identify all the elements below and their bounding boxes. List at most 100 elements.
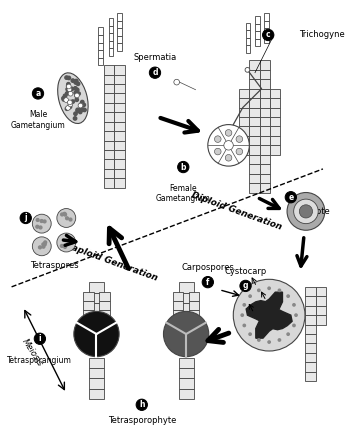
Circle shape <box>80 108 83 112</box>
Bar <box>109 41 113 48</box>
Circle shape <box>32 88 44 99</box>
Circle shape <box>36 225 39 228</box>
Circle shape <box>225 130 232 136</box>
Circle shape <box>63 244 65 247</box>
Circle shape <box>257 289 261 292</box>
Circle shape <box>81 100 84 104</box>
Circle shape <box>57 233 76 252</box>
Circle shape <box>82 103 86 107</box>
Bar <box>249 155 260 164</box>
Circle shape <box>292 324 296 327</box>
Bar <box>83 292 94 301</box>
Bar <box>117 21 122 28</box>
Circle shape <box>39 226 42 229</box>
Bar <box>239 136 249 145</box>
Circle shape <box>248 294 252 298</box>
Bar <box>260 145 270 155</box>
Bar <box>114 75 125 84</box>
Bar <box>246 23 250 30</box>
Bar <box>249 126 260 136</box>
Bar <box>249 60 260 70</box>
Circle shape <box>62 98 65 101</box>
Bar <box>104 84 114 93</box>
Bar <box>305 362 316 372</box>
Circle shape <box>240 280 251 292</box>
Circle shape <box>71 100 75 103</box>
Circle shape <box>202 276 213 288</box>
Ellipse shape <box>58 73 88 124</box>
Bar <box>114 84 125 93</box>
Text: j: j <box>24 214 27 223</box>
Circle shape <box>76 82 80 85</box>
Bar <box>189 292 199 301</box>
Bar <box>178 293 194 303</box>
Bar <box>178 303 194 313</box>
Bar <box>114 169 125 178</box>
Circle shape <box>136 399 147 411</box>
Bar <box>178 282 194 293</box>
Bar <box>99 292 110 301</box>
Circle shape <box>78 103 83 108</box>
Circle shape <box>263 30 274 41</box>
Bar <box>117 43 122 51</box>
Bar <box>249 136 260 145</box>
Bar <box>89 282 104 293</box>
Bar <box>260 155 270 164</box>
Text: f: f <box>206 278 209 286</box>
Bar <box>89 368 104 378</box>
Bar <box>249 164 260 174</box>
Bar <box>173 320 183 329</box>
Circle shape <box>76 108 80 112</box>
Circle shape <box>67 84 71 89</box>
Circle shape <box>174 79 180 85</box>
Circle shape <box>236 136 243 142</box>
Text: Haploid Generation: Haploid Generation <box>63 240 158 283</box>
Bar <box>249 108 260 117</box>
Text: i: i <box>39 334 41 343</box>
Bar <box>98 35 103 43</box>
Bar <box>109 18 113 26</box>
Bar <box>305 353 316 362</box>
Text: h: h <box>139 400 145 409</box>
Text: Tetrasporophyte: Tetrasporophyte <box>108 416 176 425</box>
Bar <box>89 378 104 389</box>
Circle shape <box>83 108 86 112</box>
Text: Tetrasporangium: Tetrasporangium <box>7 356 72 365</box>
Circle shape <box>67 84 70 88</box>
Circle shape <box>44 241 46 244</box>
Text: Carpospores: Carpospores <box>181 263 234 272</box>
Circle shape <box>243 303 246 307</box>
Circle shape <box>67 106 70 109</box>
Circle shape <box>286 332 290 336</box>
Bar <box>260 98 270 108</box>
Bar <box>249 79 260 89</box>
Bar <box>104 65 114 75</box>
Bar <box>83 301 94 310</box>
Circle shape <box>81 108 84 111</box>
Circle shape <box>65 107 69 110</box>
Circle shape <box>66 88 69 91</box>
Bar <box>246 45 250 53</box>
Circle shape <box>225 155 232 161</box>
Bar <box>270 136 281 145</box>
Bar <box>89 358 104 368</box>
Bar <box>114 103 125 112</box>
Bar <box>260 164 270 174</box>
Bar <box>114 159 125 169</box>
Circle shape <box>67 82 70 86</box>
Circle shape <box>71 79 75 82</box>
Circle shape <box>73 117 77 120</box>
Bar <box>83 320 94 329</box>
Circle shape <box>80 102 83 105</box>
Circle shape <box>43 220 46 223</box>
Text: Trichogyne: Trichogyne <box>299 30 345 39</box>
Bar <box>173 301 183 310</box>
Bar <box>249 117 260 126</box>
Circle shape <box>70 241 73 244</box>
Circle shape <box>64 213 67 216</box>
Circle shape <box>78 103 83 108</box>
Bar <box>104 169 114 178</box>
Text: Female
Gametangium: Female Gametangium <box>156 184 210 204</box>
Bar <box>104 112 114 122</box>
Bar <box>249 174 260 183</box>
